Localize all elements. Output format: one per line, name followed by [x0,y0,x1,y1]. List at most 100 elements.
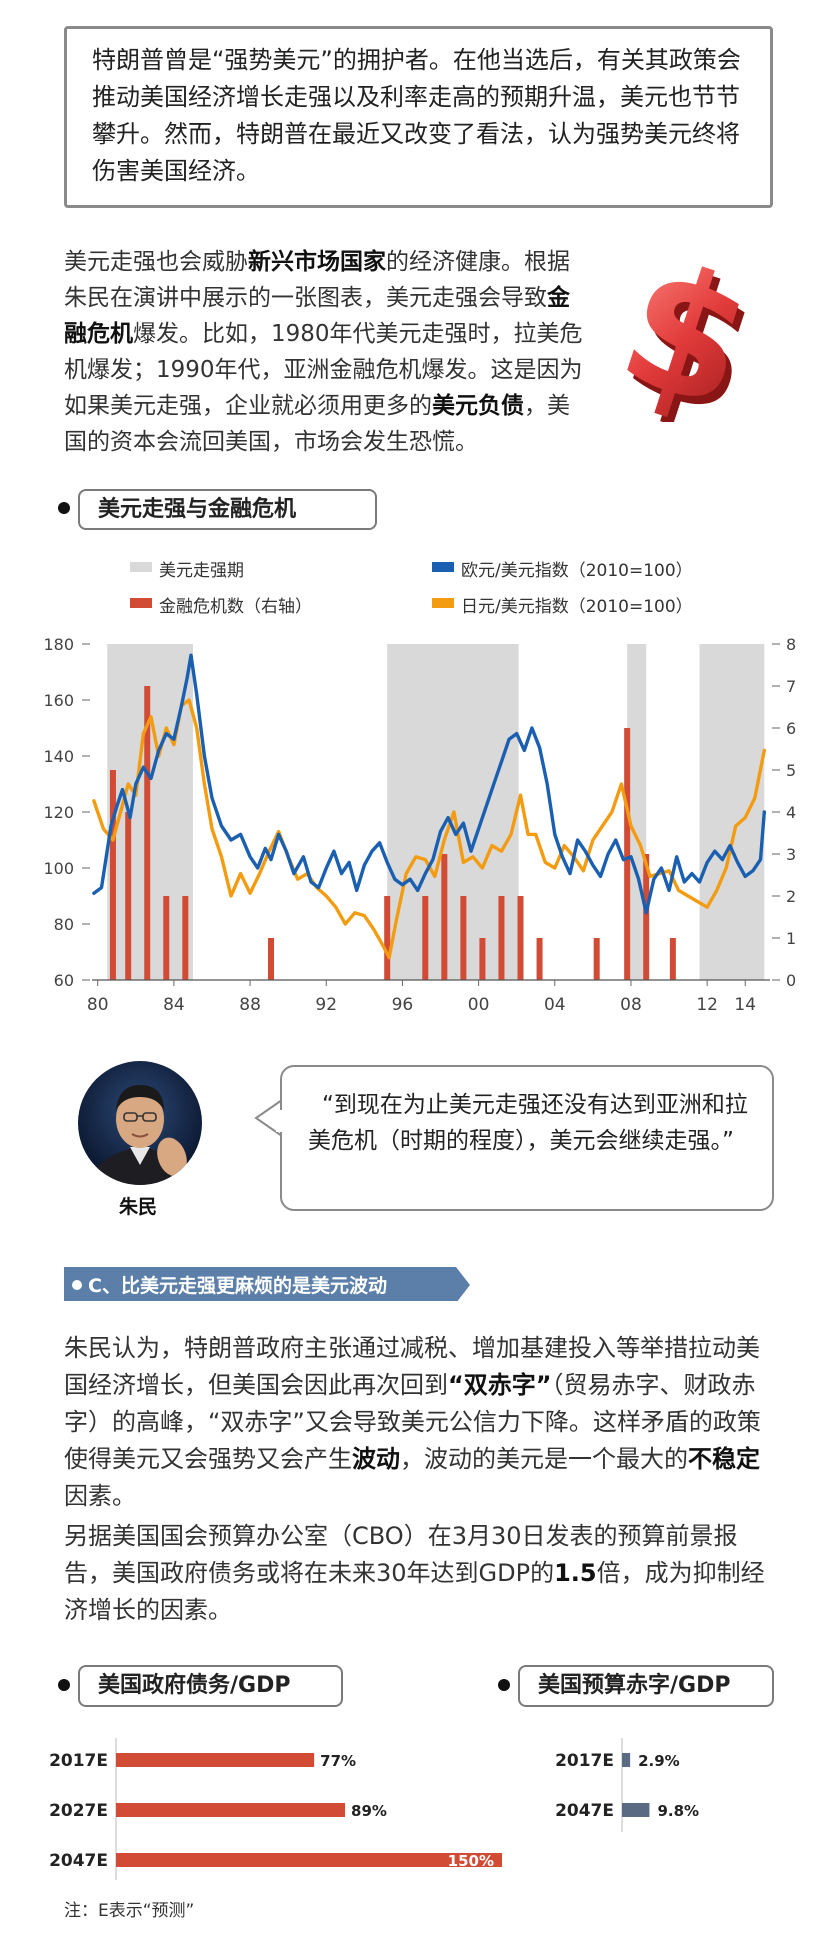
para1-text-3: 爆发。比如，1980年代美元走强时，拉美危机爆发；1990年代，亚洲金融危机爆发… [64,321,583,419]
intro-text: 特朗普曾是“强势美元”的拥护者。在他当选后，有关其政策会推动美国经济增长走强以及… [92,46,741,185]
para2-bold-deficit: “双赤字” [448,1371,552,1399]
crisis-bar-17 [669,938,676,980]
debt-category-label: 2017E [49,1751,108,1771]
legend-swatch-strong [130,562,152,572]
para3-text-1: 另据美国国会预算办公室（CBO）在3月30日发表的预算前景报告，美国政府债务或将… [64,1522,738,1587]
y-tick-label: 100 [43,859,74,878]
para1-bold-crisis: 金融危机 [64,285,570,347]
quote-body: “到现在为止美元走强还没有达到亚洲和拉美危机（时期的程度），美元会继续走强。” [308,1092,748,1154]
legend-swatch-euro [432,562,454,572]
y2-tick-label: 5 [786,761,796,780]
quote-text: “到现在为止美元走强还没有达到亚洲和拉美危机（时期的程度），美元会继续走强。” [308,1087,758,1159]
crisis-bar-11 [498,896,505,980]
bullet-dot [58,502,70,514]
para1-text-2: 的经济健康。根据朱民在演讲中展示的一张图表，美元走强会导致 [64,249,570,311]
crisis-bar-5 [268,938,275,980]
speech-pointer [254,1099,283,1137]
debt-value-label: 77% [320,1752,356,1770]
para2-text-4: 因素。 [64,1482,136,1510]
crisis-bar-16 [643,854,650,980]
crisis-bar-9 [460,896,467,980]
y-tick-label: 120 [43,803,74,822]
y2-tick-label: 1 [786,929,796,948]
crisis-bar-15 [624,728,631,980]
para1-text-4: ，美国的资本会流回美国，市场会发生恐慌。 [64,393,570,455]
paragraph-emerging-markets: 美元走强也会威胁新兴市场国家的经济健康。根据朱民在演讲中展示的一张图表，美元走强… [64,244,584,460]
crisis-bar-10 [479,938,486,980]
y2-tick-label: 3 [786,845,796,864]
crisis-bar-3 [163,896,170,980]
x-tick-label: 08 [620,995,642,1015]
debt-bar-0 [116,1753,315,1767]
bullet-dot [498,1679,510,1691]
para2-text-1: 朱民认为，特朗普政府主张通过减税、增加基建投入等举措拉动美国经济增长，但美国会因… [64,1334,760,1399]
crisis-bar-12 [517,896,524,980]
crisis-bar-0 [109,770,116,980]
x-tick-label: 12 [696,995,718,1015]
y2-tick-label: 6 [786,719,796,738]
legend-strong-label: 美元走强期 [159,561,244,581]
y-tick-label: 160 [43,691,74,710]
y2-tick-label: 8 [786,635,796,654]
x-tick-label: 88 [239,995,261,1015]
legend-swatch-yen [432,598,454,608]
x-tick-label: 04 [544,995,566,1015]
y2-tick-label: 0 [786,971,796,990]
section-c-title: C、比美元走强更麻烦的是美元波动 [88,1275,387,1297]
intro-box [64,26,773,208]
section-c-banner [64,1267,470,1301]
para2-bold-unstable: 不稳定 [688,1445,760,1473]
debt-bar-1 [116,1803,346,1817]
crisis-bar-1 [125,812,132,980]
chart1-title: 美元走强与金融危机 [78,489,377,530]
crisis-bar-4 [182,896,189,980]
crisis-bar-13 [536,938,543,980]
para2-text-3: ，波动的美元是一个最大的 [400,1445,688,1473]
debt-category-label: 2027E [49,1801,108,1821]
chart2-title: 美国政府债务/GDP [78,1665,343,1707]
para3-bold-ratio: 1.5 [554,1559,597,1587]
pointer-cover [276,1110,284,1132]
quote-box [280,1065,774,1211]
deficit-category-label: 2017E [555,1751,614,1771]
crisis-bar-14 [593,938,600,980]
y2-tick-label: 4 [786,803,796,822]
debt-bar-2 [116,1853,502,1867]
x-tick-label: 84 [163,995,185,1015]
svg-text:$: $ [599,252,773,422]
deficit-value-label: 9.8% [657,1802,699,1820]
legend-euro-label: 欧元/美元指数（2010=100） [461,561,693,581]
para3-text-2: 倍，成为抑制经济增长的因素。 [64,1559,765,1624]
crisis-bar-6 [384,896,391,980]
speaker-name: 朱民 [119,1196,158,1218]
debt-gdp-chart: 2017E 77% 2027E 89% 2047E 150% 2017E 2.9% 2047E… [49,1738,699,1880]
y-tick-label: 180 [43,635,74,654]
y-tick-label: 140 [43,747,74,766]
footnote: 注：E表示“预测” [64,1901,195,1921]
para1-text-1: 美元走强也会威胁 [64,249,248,275]
debt-category-label: 2047E [49,1851,108,1871]
paragraph-cbo: 另据美国国会预算办公室（CBO）在3月30日发表的预算前景报告，美国政府债务或将… [64,1518,778,1629]
paragraph-double-deficit: 朱民认为，特朗普政府主张通过减税、增加基建投入等举措拉动美国经济增长，但美国会因… [64,1330,778,1515]
y-tick-label: 60 [54,971,74,990]
y2-tick-label: 2 [786,887,796,906]
deficit-category-label: 2047E [555,1801,614,1821]
euro-usd-line [92,653,766,915]
y-tick-label: 80 [54,915,74,934]
dollar-sign-icon: $ $ [599,252,776,422]
debt-value-label: 150% [448,1852,494,1870]
para2-bold-volatility: 波动 [352,1445,400,1473]
legend-yen-label: 日元/美元指数（2010=100） [461,597,693,617]
portrait-avatar [78,1061,202,1185]
debt-value-label: 89% [351,1802,387,1820]
deficit-bar-1 [622,1803,650,1817]
para2-text-2: （贸易赤字、财政赤字）的高峰，“双赤字”又会导致美元公信力下降。这样矛盾的政策使… [64,1371,761,1473]
crisis-bar-8 [441,854,448,980]
x-tick-label: 96 [392,995,414,1015]
legend-swatch-crisis [130,598,152,608]
deficit-bar-0 [622,1753,631,1767]
x-tick-label: 80 [87,995,109,1015]
bullet-dot [58,1679,70,1691]
y2-tick-label: 7 [786,677,796,696]
